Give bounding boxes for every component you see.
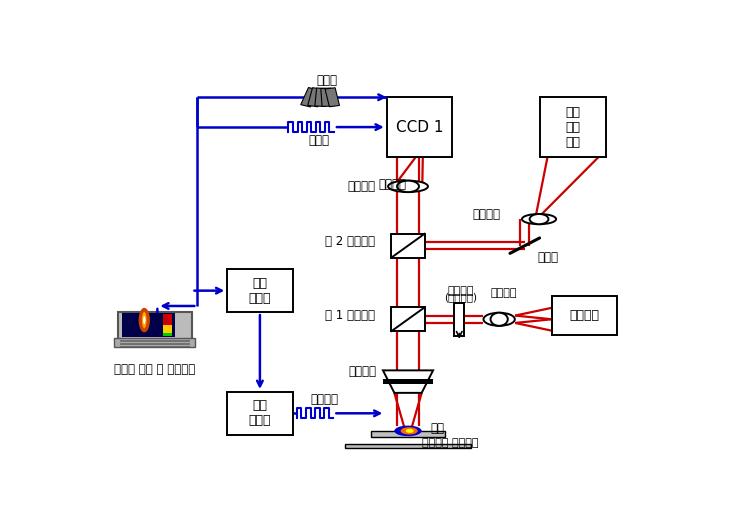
Bar — [392, 307, 425, 331]
Text: 시료: 시료 — [431, 422, 445, 435]
Text: 수광렌즈: 수광렌즈 — [347, 180, 375, 193]
Ellipse shape — [522, 214, 556, 224]
Bar — [227, 392, 293, 435]
Ellipse shape — [388, 181, 428, 192]
Ellipse shape — [397, 181, 419, 192]
Text: 시준렌즈: 시준렌즈 — [490, 288, 517, 298]
Polygon shape — [383, 371, 433, 393]
Text: 신호
발생기: 신호 발생기 — [248, 277, 271, 305]
Bar — [392, 234, 425, 258]
Bar — [387, 98, 452, 157]
Text: 이미지: 이미지 — [317, 74, 337, 88]
Text: 트리거: 트리거 — [308, 134, 329, 147]
Ellipse shape — [484, 313, 514, 326]
Bar — [308, 88, 323, 107]
Text: 시스템 제어 및 영상처리: 시스템 제어 및 영상처리 — [114, 363, 196, 376]
Bar — [162, 314, 172, 336]
Ellipse shape — [406, 429, 414, 433]
Bar — [227, 269, 293, 312]
Text: 분광
영상
장치: 분광 영상 장치 — [566, 106, 581, 149]
Bar — [162, 325, 172, 336]
Text: 수광렌즈: 수광렌즈 — [473, 208, 501, 221]
Bar — [552, 296, 617, 335]
Ellipse shape — [395, 425, 422, 436]
Bar — [371, 431, 445, 436]
Bar — [540, 98, 606, 157]
Ellipse shape — [142, 312, 146, 328]
Bar — [454, 303, 465, 336]
Text: (착탈가능): (착탈가능) — [444, 292, 477, 302]
Bar — [383, 379, 433, 384]
Ellipse shape — [490, 313, 508, 326]
Ellipse shape — [143, 316, 146, 324]
Text: 백색광원: 백색광원 — [570, 309, 600, 322]
Text: 제 2 광분배기: 제 2 광분배기 — [325, 235, 375, 248]
Text: 구동신호: 구동신호 — [310, 393, 338, 406]
Bar — [301, 88, 318, 107]
Bar — [345, 444, 470, 448]
Bar — [162, 333, 172, 336]
Bar — [325, 88, 340, 107]
Bar — [320, 88, 332, 106]
Ellipse shape — [401, 427, 417, 434]
Text: 온도조절 스테이지: 온도조절 스테이지 — [422, 438, 478, 448]
Text: 수광렌즈: 수광렌즈 — [379, 178, 407, 191]
Text: 파장필터: 파장필터 — [447, 286, 473, 296]
Bar — [114, 338, 195, 347]
Bar — [122, 313, 176, 337]
Text: 전원
공급기: 전원 공급기 — [248, 399, 271, 427]
Text: 제 1 광분배기: 제 1 광분배기 — [325, 309, 375, 322]
Ellipse shape — [139, 308, 150, 332]
Text: 반사경: 반사경 — [537, 252, 559, 264]
Text: CCD 1: CCD 1 — [395, 119, 443, 134]
Bar — [315, 88, 327, 107]
Bar — [118, 312, 192, 339]
Ellipse shape — [530, 214, 548, 224]
Text: 대물렌즈: 대물렌즈 — [348, 365, 376, 378]
